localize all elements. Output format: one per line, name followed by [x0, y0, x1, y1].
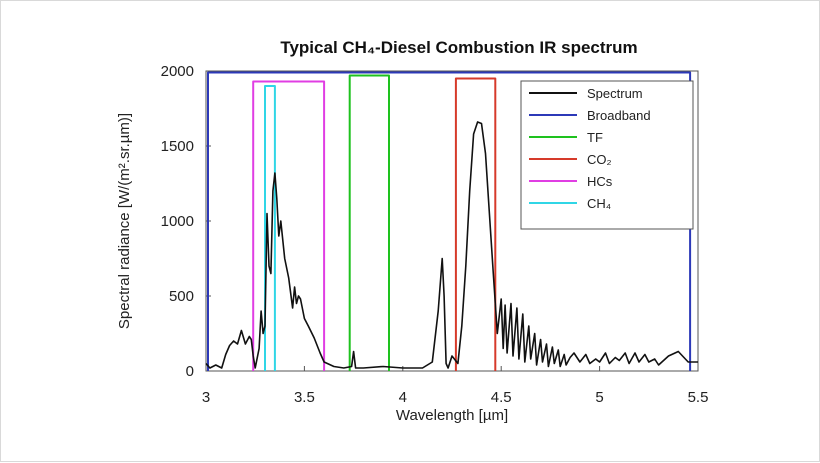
y-tick-label: 1000 — [161, 213, 194, 230]
x-axis-label: Wavelength [µm] — [396, 407, 508, 424]
x-tick-label: 4.5 — [491, 389, 512, 406]
legend-label-hcs: HCs — [587, 174, 613, 189]
series-line-co — [454, 77, 497, 371]
series-line-spectrum — [205, 121, 698, 369]
x-tick-label: 4 — [399, 389, 407, 406]
x-tick-label: 5 — [595, 389, 603, 406]
legend: Spectrum Broadband TF CO₂ HCs CH₄ — [520, 80, 694, 230]
x-tick-label: 5.5 — [688, 389, 709, 406]
x-tick-label: 3 — [202, 389, 210, 406]
chart-title: Typical CH₄-Diesel Combustion IR spectru… — [280, 38, 637, 57]
y-tick-label: 2000 — [161, 63, 194, 80]
legend-label-spectrum: Spectrum — [587, 86, 643, 101]
legend-label-broadband: Broadband — [587, 108, 651, 123]
legend-label-tf: TF — [587, 130, 603, 145]
legend-label-ch: CH₄ — [587, 196, 611, 211]
series-line-ch — [264, 85, 276, 371]
y-tick-label: 1500 — [161, 138, 194, 155]
legend-box — [520, 80, 694, 230]
y-tick-label: 0 — [186, 363, 194, 380]
series-line-tf — [348, 74, 390, 371]
legend-label-co: CO₂ — [587, 152, 612, 167]
series-line-hcs — [252, 80, 326, 371]
y-tick-label: 500 — [169, 288, 194, 305]
y-axis: 0 500 1000 1500 2000 — [161, 63, 211, 380]
x-tick-label: 3.5 — [294, 389, 315, 406]
x-axis: 3 3.5 4 4.5 5 5.5 — [202, 366, 709, 406]
y-axis-label: Spectral radiance [W/(m².sr.µm)] — [116, 113, 133, 329]
